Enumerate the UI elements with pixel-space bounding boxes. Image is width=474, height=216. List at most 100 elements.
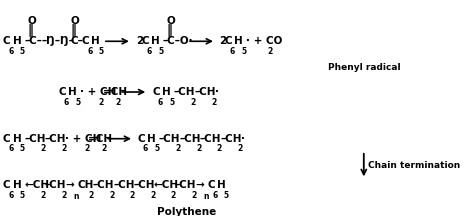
- Text: 6: 6: [147, 47, 152, 56]
- Text: 2: 2: [101, 144, 107, 153]
- Text: ‖: ‖: [27, 24, 34, 37]
- Text: –CH: –CH: [113, 180, 135, 190]
- Text: C: C: [224, 36, 232, 46]
- Text: –CH: –CH: [175, 180, 196, 190]
- Text: –CH: –CH: [45, 180, 66, 190]
- Text: 2: 2: [175, 144, 181, 153]
- Text: 5: 5: [20, 144, 25, 153]
- Text: H: H: [68, 87, 77, 97]
- Text: 2: 2: [191, 191, 197, 200]
- Text: 2: 2: [219, 36, 226, 46]
- Text: C: C: [207, 180, 215, 190]
- Text: H: H: [151, 36, 160, 46]
- Text: n: n: [203, 192, 209, 201]
- Text: 2: 2: [190, 98, 195, 107]
- Text: –CH: –CH: [221, 134, 242, 144]
- Text: –CH: –CH: [195, 87, 216, 97]
- Text: Polythene: Polythene: [157, 207, 216, 216]
- Text: O: O: [166, 16, 175, 26]
- Text: –C–O·: –C–O·: [163, 36, 193, 46]
- Text: ‖: ‖: [166, 24, 172, 37]
- Text: =CH: =CH: [102, 87, 128, 97]
- Text: –CH: –CH: [159, 134, 180, 144]
- Text: 5: 5: [241, 47, 246, 56]
- Text: –CH: –CH: [180, 134, 201, 144]
- Text: 2: 2: [84, 144, 90, 153]
- Text: 6: 6: [229, 47, 235, 56]
- Text: C: C: [82, 36, 90, 46]
- Text: 6: 6: [8, 144, 13, 153]
- Text: C: C: [153, 87, 160, 97]
- Text: · + CH: · + CH: [80, 87, 116, 97]
- Text: ·: ·: [241, 134, 245, 144]
- Text: C: C: [58, 87, 66, 97]
- Text: 2: 2: [216, 144, 221, 153]
- Text: 2: 2: [88, 191, 94, 200]
- Text: 2: 2: [109, 191, 115, 200]
- Text: 5: 5: [20, 47, 25, 56]
- Text: 6: 6: [143, 144, 148, 153]
- Text: ←CH: ←CH: [154, 180, 179, 190]
- Text: –Ŋ–Ŋ–: –Ŋ–Ŋ–: [42, 36, 75, 46]
- Text: C: C: [3, 36, 10, 46]
- Text: · + CH: · + CH: [65, 134, 102, 144]
- Text: 2: 2: [150, 191, 155, 200]
- Text: O: O: [71, 16, 80, 26]
- Text: ←CH: ←CH: [24, 180, 49, 190]
- Text: C: C: [142, 36, 149, 46]
- Text: –C–: –C–: [24, 36, 42, 46]
- Text: H: H: [13, 180, 21, 190]
- Text: O: O: [27, 16, 36, 26]
- Text: C: C: [137, 134, 145, 144]
- Text: 6: 6: [212, 191, 218, 200]
- Text: Chain termination: Chain termination: [368, 160, 460, 170]
- Text: 6: 6: [87, 47, 92, 56]
- Text: –CH: –CH: [93, 180, 114, 190]
- Text: H: H: [234, 36, 243, 46]
- Text: –CH: –CH: [200, 134, 221, 144]
- Text: 2: 2: [41, 144, 46, 153]
- Text: –CH: –CH: [174, 87, 195, 97]
- Text: 5: 5: [224, 191, 229, 200]
- Text: –CH: –CH: [45, 134, 66, 144]
- Text: ‖: ‖: [71, 24, 76, 37]
- Text: 5: 5: [158, 47, 164, 56]
- Text: H: H: [147, 134, 156, 144]
- Text: =CH: =CH: [88, 134, 113, 144]
- Text: 6: 6: [64, 98, 69, 107]
- Text: 2: 2: [136, 36, 144, 46]
- Text: 2: 2: [211, 98, 217, 107]
- Text: C: C: [3, 134, 10, 144]
- Text: Phenyl radical: Phenyl radical: [328, 63, 401, 72]
- Text: 6: 6: [8, 47, 13, 56]
- Text: 2: 2: [237, 144, 243, 153]
- Text: 5: 5: [155, 144, 159, 153]
- Text: · + CO: · + CO: [246, 36, 282, 46]
- Text: 6: 6: [158, 98, 163, 107]
- Text: →: →: [65, 180, 74, 190]
- Text: –CH: –CH: [134, 180, 155, 190]
- Text: 2: 2: [62, 191, 67, 200]
- Text: H: H: [13, 36, 21, 46]
- Text: →: →: [195, 180, 204, 190]
- Text: H: H: [91, 36, 100, 46]
- Text: n: n: [74, 192, 79, 201]
- Text: H: H: [162, 87, 171, 97]
- Text: 5: 5: [20, 191, 25, 200]
- Text: 2: 2: [170, 191, 175, 200]
- Text: CH: CH: [77, 180, 94, 190]
- Text: 2: 2: [116, 98, 121, 107]
- Text: 2: 2: [62, 144, 67, 153]
- Text: 6: 6: [8, 191, 13, 200]
- Text: ·: ·: [215, 87, 219, 97]
- Text: 2: 2: [99, 98, 104, 107]
- Text: 5: 5: [169, 98, 174, 107]
- Text: 5: 5: [99, 47, 104, 56]
- Text: 2: 2: [268, 47, 273, 56]
- Text: C–: C–: [71, 36, 83, 46]
- Text: –CH: –CH: [24, 134, 46, 144]
- Text: H: H: [13, 134, 21, 144]
- Text: C: C: [3, 180, 10, 190]
- Text: 2: 2: [41, 191, 46, 200]
- Text: H: H: [217, 180, 226, 190]
